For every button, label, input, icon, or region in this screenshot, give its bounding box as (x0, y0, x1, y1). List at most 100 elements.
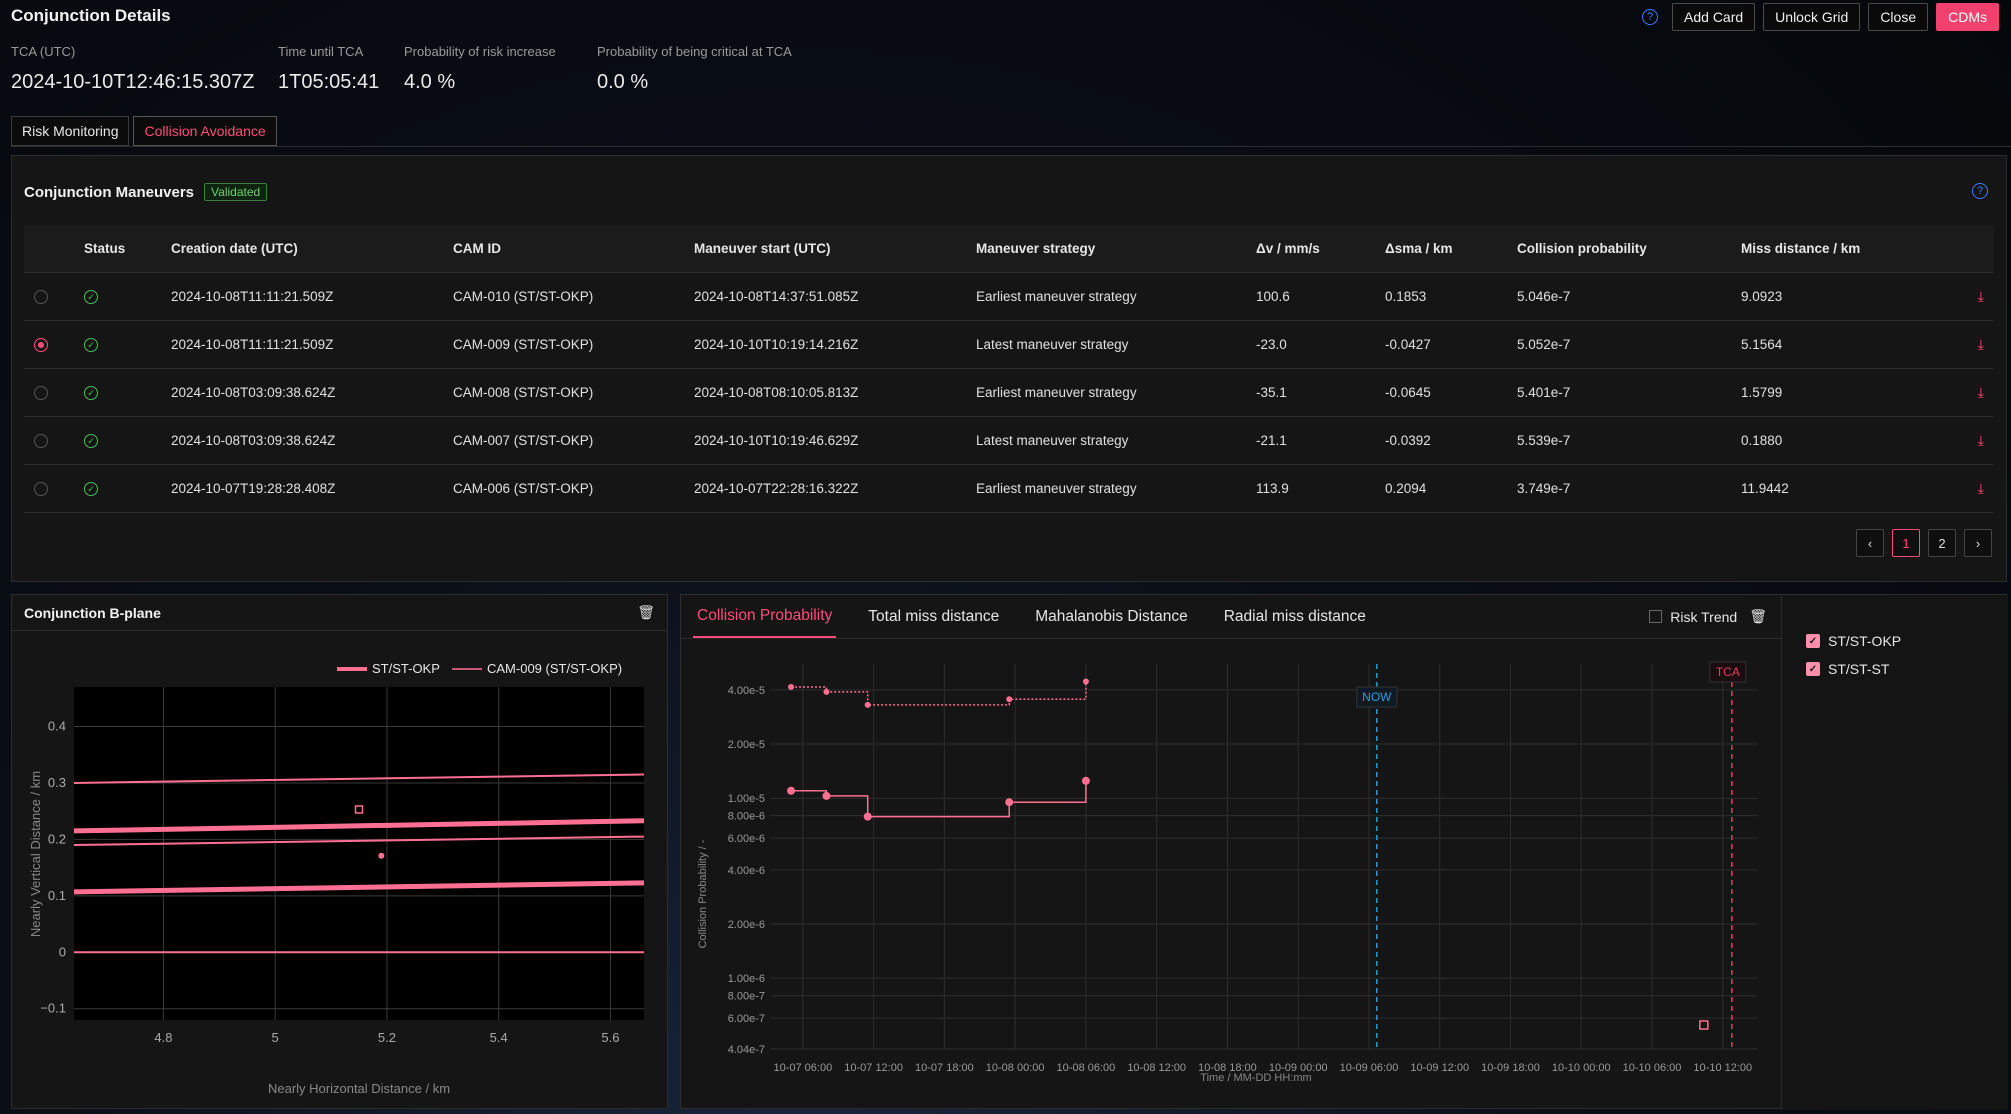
x-tick-label: 10-09 18:00 (1481, 1062, 1540, 1074)
y-tick-label: 4.04e-7 (728, 1044, 765, 1056)
x-tick-label: 10-08 00:00 (986, 1062, 1045, 1074)
tab-radial-miss-distance[interactable]: Radial miss distance (1223, 607, 1366, 625)
y-tick-label: 6.00e-6 (728, 833, 765, 845)
series-line (73, 773, 645, 784)
series-line (73, 818, 645, 834)
table-cell: 2024-10-08T08:10:05.813Z (684, 368, 966, 417)
next-page-button[interactable]: › (1964, 529, 1992, 557)
row-radio[interactable] (34, 481, 48, 496)
download-cell[interactable]: ⤓ (1933, 464, 1994, 513)
download-icon[interactable]: ⤓ (1977, 479, 1984, 496)
tab-collision-avoidance[interactable]: Collision Avoidance (133, 116, 277, 146)
checkbox-checked-icon[interactable]: ✓ (1806, 662, 1820, 676)
tab-total-miss-distance[interactable]: Total miss distance (868, 607, 1000, 625)
row-select-cell[interactable] (24, 272, 74, 321)
column-header[interactable]: Δsma / km (1375, 225, 1507, 273)
data-point[interactable] (1006, 696, 1013, 703)
page-button[interactable]: 1 (1892, 529, 1920, 557)
column-header[interactable]: Maneuver strategy (966, 225, 1246, 273)
maneuvers-card: Conjunction Maneuvers Validated ? Status… (11, 155, 2007, 582)
row-select-cell[interactable] (24, 416, 74, 465)
column-header[interactable]: CAM ID (443, 225, 684, 273)
data-point[interactable] (823, 688, 830, 695)
y-tick-label: 6.00e-7 (728, 1013, 765, 1025)
column-header[interactable]: Creation date (UTC) (161, 225, 443, 273)
data-point[interactable] (822, 791, 831, 800)
row-radio[interactable] (34, 337, 48, 352)
table-row[interactable]: ✓ 2024-10-08T11:11:21.509Z CAM-009 (ST/ST-… (24, 320, 1994, 369)
data-point[interactable] (1082, 678, 1089, 685)
close-button[interactable]: Close (1868, 3, 1929, 31)
prev-page-button[interactable]: ‹ (1856, 529, 1884, 557)
help-icon[interactable]: ? (1642, 9, 1659, 25)
y-axis-label: Nearly Vertical Distance / km (28, 771, 43, 937)
tab-risk-monitoring[interactable]: Risk Monitoring (11, 116, 130, 146)
unlock-grid-button[interactable]: Unlock Grid (1763, 3, 1861, 31)
row-select-cell[interactable] (24, 320, 74, 369)
checkbox-checked-icon[interactable]: ✓ (1806, 634, 1820, 648)
table-cell: 0.2094 (1375, 464, 1507, 513)
stat-value: 0.0 % (597, 71, 649, 93)
row-select-cell[interactable] (24, 464, 74, 513)
trash-icon[interactable]: 🗑 (637, 604, 655, 620)
risk-trend-checkbox[interactable] (1649, 610, 1663, 623)
stat-label: Probability of being critical at TCA (597, 44, 792, 59)
row-radio[interactable] (34, 289, 48, 304)
data-point[interactable] (1005, 798, 1014, 807)
page-button[interactable]: 2 (1928, 529, 1956, 557)
data-point[interactable] (1081, 776, 1090, 785)
table-cell: Earliest maneuver strategy (966, 272, 1246, 321)
table-row[interactable]: ✓ 2024-10-07T19:28:28.408Z CAM-006 (ST/ST-… (24, 464, 1994, 513)
table-cell: 9.0923 (1731, 272, 1933, 321)
row-radio[interactable] (34, 433, 48, 448)
download-icon[interactable]: ⤓ (1977, 287, 1984, 304)
x-tick-label: 10-09 12:00 (1410, 1062, 1469, 1074)
table-cell: CAM-008 (ST/ST-OKP) (443, 368, 684, 417)
column-header[interactable]: Δv / mm/s (1246, 225, 1375, 273)
legend-label: ST/ST-OKP (372, 661, 440, 676)
data-point[interactable] (788, 683, 795, 690)
cdms-button[interactable]: CDMs (1936, 3, 1999, 31)
column-header[interactable]: Maneuver start (UTC) (684, 225, 966, 273)
status-cell: ✓ (74, 368, 161, 417)
legend-item[interactable]: ✓ ST/ST-OKP (1806, 633, 1901, 649)
table-cell: Latest maneuver strategy (966, 416, 1246, 465)
x-tick-label: 10-07 12:00 (844, 1062, 903, 1074)
column-header[interactable]: Miss distance / km (1731, 225, 1933, 273)
square-point (354, 805, 364, 814)
tab-collision-probability[interactable]: Collision Probability (693, 596, 837, 638)
download-icon[interactable]: ⤓ (1977, 335, 1984, 352)
column-header[interactable]: Collision probability (1507, 225, 1731, 273)
table-cell: -35.1 (1246, 368, 1375, 417)
table-cell: 5.052e-7 (1507, 320, 1731, 369)
row-select-cell[interactable] (24, 368, 74, 417)
download-cell[interactable]: ⤓ (1933, 320, 1994, 369)
data-point[interactable] (863, 812, 872, 821)
bplane-title: Conjunction B-plane (24, 604, 161, 621)
trash-icon[interactable]: 🗑 (1749, 608, 1767, 624)
tick-labels: 4.8 5 5.2 5.4 5.6 0.4 0.3 0.2 0.1 0 −0.1 (40, 719, 619, 1045)
download-icon[interactable]: ⤓ (1977, 383, 1984, 400)
data-point[interactable] (864, 701, 871, 708)
data-point[interactable] (787, 786, 796, 795)
x-tick-label: 5.2 (378, 1030, 396, 1045)
legend-item[interactable]: ✓ ST/ST-ST (1806, 661, 1889, 677)
download-cell[interactable]: ⤓ (1933, 416, 1994, 465)
table-row[interactable]: ✓ 2024-10-08T03:09:38.624Z CAM-007 (ST/ST-… (24, 416, 1994, 465)
y-tick-label: 8.00e-7 (728, 991, 765, 1003)
table-row[interactable]: ✓ 2024-10-08T11:11:21.509Z CAM-010 (ST/ST-… (24, 272, 1994, 321)
column-header[interactable]: Status (74, 225, 161, 273)
download-icon[interactable]: ⤓ (1977, 431, 1984, 448)
risk-trend-toggle[interactable]: Risk Trend 🗑 (1649, 608, 1781, 625)
y-tick-label: 0.1 (48, 888, 66, 903)
tab-mahalanobis-distance[interactable]: Mahalanobis Distance (1035, 607, 1188, 625)
y-tick-label: 4.00e-6 (728, 865, 765, 877)
download-cell[interactable]: ⤓ (1933, 272, 1994, 321)
row-radio[interactable] (34, 385, 48, 400)
table-row[interactable]: ✓ 2024-10-08T03:09:38.624Z CAM-008 (ST/ST-… (24, 368, 1994, 417)
help-icon[interactable]: ? (1972, 183, 1988, 199)
download-cell[interactable]: ⤓ (1933, 368, 1994, 417)
add-card-button[interactable]: Add Card (1672, 3, 1756, 31)
probability-tabs: Collision Probability Total miss distanc… (681, 595, 1781, 639)
legend: ST/ST-OKP CAM-009 (ST/ST-OKP) (337, 661, 622, 676)
